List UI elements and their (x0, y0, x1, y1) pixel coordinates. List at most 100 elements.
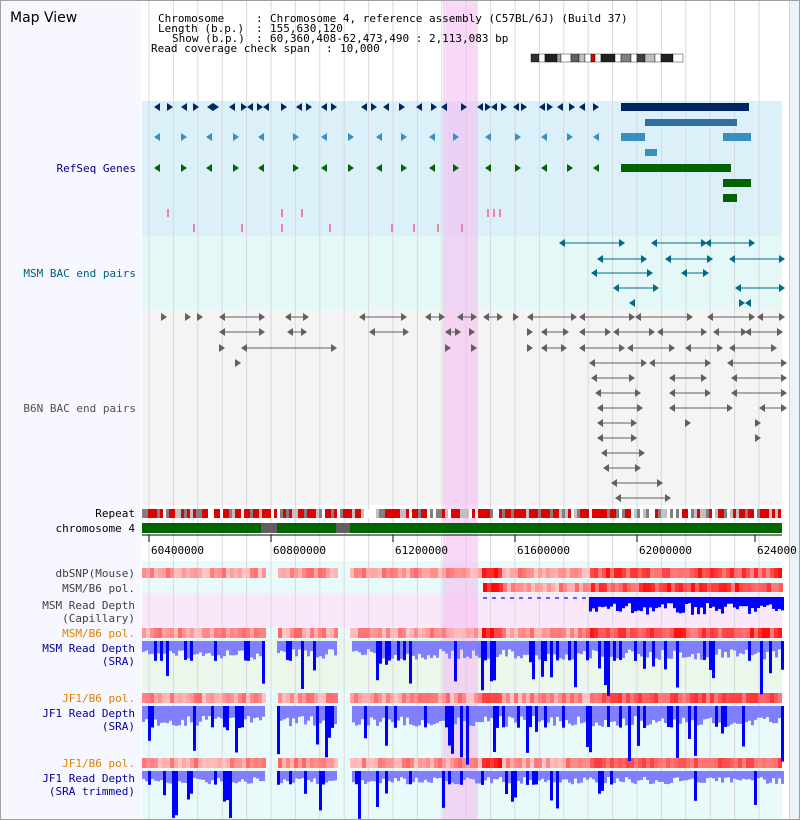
axis-tick-label: 60800000 (273, 544, 326, 557)
pseudo-gene-mark (167, 209, 169, 217)
jf1-trim-depth-bar (625, 771, 628, 778)
jf1-pol-cell (586, 758, 590, 768)
jf1-depth-bar (481, 706, 484, 723)
msm-pol-cell (759, 583, 763, 592)
jf1-trim-depth-bar (403, 771, 406, 779)
gene-block (621, 103, 749, 111)
pseudo-gene-mark (391, 224, 393, 232)
track-label-column (1, 1, 141, 819)
repeat-element (340, 509, 343, 518)
jf1-trim-depth-bar (595, 771, 598, 783)
capillary-depth-bar (670, 597, 673, 604)
jf1-trim-depth-bar (652, 771, 655, 784)
jf1-pol-cell (682, 758, 686, 768)
msm-pol-cell (742, 628, 746, 638)
msm-depth-bar (172, 641, 175, 654)
jf1-depth-bar (196, 706, 199, 726)
jf1-depth-bar (682, 706, 685, 718)
msm-depth-bar (688, 641, 691, 657)
gene-arrow (233, 164, 239, 172)
msm-pol-cell (615, 583, 619, 592)
pseudo-gene-mark (461, 224, 463, 232)
bac-end-arrow (651, 239, 657, 247)
repeat-element (760, 509, 763, 518)
repeat-element (538, 509, 541, 518)
msm-pol-cell (442, 628, 446, 638)
jf1-depth-bar (583, 706, 586, 723)
msm-pol-cell (426, 628, 430, 638)
jf1-pol-cell (430, 758, 434, 768)
dbsnp-cell (562, 568, 566, 578)
msm-pol-cell (703, 583, 707, 592)
gene-arrow (371, 103, 377, 111)
repeat-element (397, 509, 400, 518)
vertical-scrollbar[interactable] (789, 1, 799, 819)
gene-arrow (541, 133, 547, 141)
jf1-pol-cell (594, 758, 598, 768)
jf1-depth-bar (181, 706, 184, 720)
jf1-pol-cell (682, 693, 686, 703)
repeat-element (193, 509, 196, 518)
jf1-pol-cell (258, 693, 262, 703)
jf1-pol-cell (434, 693, 438, 703)
gene-arrow (376, 133, 382, 141)
jf1-pol-cell (506, 693, 510, 703)
msm-pol-cell (523, 583, 527, 592)
msm-depth-bar (304, 641, 307, 651)
msm-depth-bar (451, 641, 454, 651)
dbsnp-cell (466, 568, 470, 578)
jf1-trim-depth-bar (715, 771, 718, 782)
dbsnp-cell (226, 568, 230, 578)
show-label: Show (b.p.) (172, 32, 245, 45)
bac-end-arrow (629, 313, 635, 321)
msm-depth-bar (586, 641, 589, 661)
gene-arrow (229, 103, 235, 111)
track-label-msm-depth-sra-sub: (SRA) (101, 655, 135, 668)
jf1-depth-bar (478, 706, 481, 723)
jf1-pol-cell (154, 758, 158, 768)
msm-depth-bar (709, 641, 712, 670)
bac-end-arrow (259, 313, 265, 321)
ideogram-band (644, 53, 656, 63)
jf1-depth-bar (475, 706, 478, 722)
msm-pol-cell (170, 628, 174, 638)
bac-end-arrow (579, 313, 585, 321)
msm-pol-cell (519, 583, 523, 592)
jf1-pol-cell (738, 693, 742, 703)
jf1-depth-bar (622, 706, 625, 719)
msm-depth-bar (592, 641, 595, 651)
repeat-element (439, 509, 442, 518)
msm-pol-cell (767, 583, 771, 592)
track-label-dbsnp: dbSNP(Mouse) (55, 567, 135, 580)
repeat-element (208, 509, 211, 518)
msm-pol-cell (658, 628, 662, 638)
msm-depth-bar (256, 641, 259, 654)
msm-depth-bar (310, 641, 313, 652)
repeat-element (745, 509, 748, 518)
jf1-depth-bar (490, 706, 493, 719)
msm-depth-bar (454, 641, 457, 682)
jf1-pol-cell (750, 758, 754, 768)
jf1-pol-cell (146, 693, 150, 703)
jf1-pol-cell (278, 758, 282, 768)
jf1-pol-cell (686, 693, 690, 703)
msm-depth-bar (142, 641, 145, 652)
bac-end-arrow (705, 239, 711, 247)
jf1-pol-cell (498, 693, 502, 703)
jf1-depth-bar (775, 706, 778, 724)
msm-depth-bar (694, 641, 697, 660)
msm-pol-cell (462, 628, 466, 638)
msm-depth-bar (508, 641, 511, 650)
jf1-pol-cell (702, 758, 706, 768)
jf1-depth-bar (517, 706, 520, 728)
jf1-pol-cell (450, 693, 454, 703)
jf1-depth-bar (163, 706, 166, 723)
msm-pol-cell (262, 628, 266, 638)
msm-depth-bar (373, 641, 376, 654)
jf1-trim-depth-bar (367, 771, 370, 782)
jf1-pol-cell (714, 758, 718, 768)
dbsnp-cell (238, 568, 242, 578)
msm-pol-cell (438, 628, 442, 638)
msm-pol-cell (550, 628, 554, 638)
